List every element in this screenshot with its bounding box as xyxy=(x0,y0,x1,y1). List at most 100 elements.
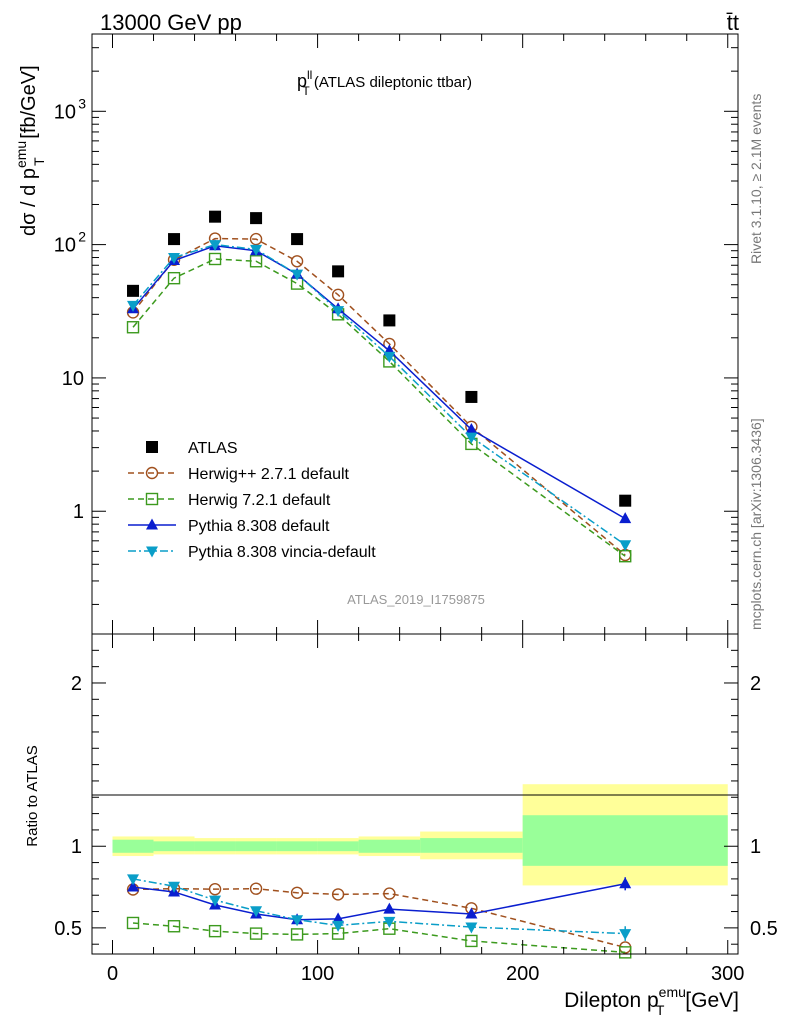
main-point-pythia xyxy=(619,512,632,524)
ratio-point-pythia xyxy=(127,880,140,892)
ratio-point-vincia xyxy=(209,895,222,907)
ratio-y-tick-label: 0.5 xyxy=(54,918,82,940)
main-y-tick-label-exponent: 2 xyxy=(78,229,86,245)
ratio-point-herwig721 xyxy=(619,946,632,959)
ratio-point-herwig721 xyxy=(290,928,304,941)
main-point-vincia xyxy=(168,253,181,265)
ratio-point-vincia xyxy=(465,922,478,934)
main-plot-title-subscript: T xyxy=(302,84,310,98)
ratio-band-inner xyxy=(276,841,318,852)
legend: ATLAS Herwig++ 2.7.1 default Herwig 7.2.1 … xyxy=(128,440,376,561)
main-point-data xyxy=(168,233,181,246)
ratio-point-vincia xyxy=(127,874,140,886)
legend-marker-herwig721 xyxy=(145,492,159,506)
ratio-band-inner xyxy=(358,839,421,853)
header-left-label: 13000 GeV pp xyxy=(100,10,242,35)
ratio-point-herwig271 xyxy=(383,887,396,900)
ratio-point-herwig271 xyxy=(249,882,263,895)
analysis-watermark: ATLAS_2019_I1759875 xyxy=(347,592,485,607)
ratio-point-pythia xyxy=(383,902,396,914)
ratio-series-herwig271 xyxy=(126,882,632,954)
main-plot-title-symbol: p xyxy=(297,71,307,91)
legend-marker-pythia xyxy=(146,518,158,530)
main-point-data xyxy=(209,210,222,223)
main-y-axis-label: dσ / d pemu T [fb/GeV] xyxy=(13,65,47,236)
main-point-vincia xyxy=(127,300,140,312)
x-tick-label: 300 xyxy=(711,963,744,985)
ratio-band-inner xyxy=(153,841,195,852)
rivet-version-label: Rivet 3.1.10, ≥ 2.1M events xyxy=(748,94,764,264)
main-line-herwig721 xyxy=(132,258,626,557)
main-point-vincia xyxy=(250,244,263,256)
ratio-point-herwig721 xyxy=(167,920,181,933)
ratio-point-pythia xyxy=(619,877,632,889)
main-plot-title-superscript: ll xyxy=(307,68,312,82)
ratio-point-vincia xyxy=(383,916,396,928)
ratio-line-vincia xyxy=(132,878,626,935)
main-point-data xyxy=(383,314,396,327)
main-point-data xyxy=(465,390,478,403)
ratio-point-vincia xyxy=(168,881,181,893)
ratio-series-layer xyxy=(126,874,632,959)
ratio-point-vincia xyxy=(619,929,632,941)
main-point-vincia xyxy=(619,540,632,552)
main-point-data xyxy=(291,233,304,246)
ratio-y-tick-label-right: 0.5 xyxy=(750,918,778,940)
legend-label-vincia: Pythia 8.308 vincia-default xyxy=(188,544,376,561)
legend-marker-herwig271 xyxy=(145,466,159,480)
main-y-axis-label-text: dσ / d p xyxy=(18,168,40,236)
main-point-vincia xyxy=(209,240,222,252)
main-y-axis-label-unit: [fb/GeV] xyxy=(18,65,40,144)
main-point-vincia xyxy=(332,306,345,318)
main-plot-title: pll T (ATLAS dileptonic ttbar) xyxy=(297,68,472,98)
x-axis-label-subscript: T xyxy=(656,1002,665,1018)
ratio-point-herwig271 xyxy=(331,888,345,901)
main-y-tick-label: 10 xyxy=(62,368,84,390)
ratio-band-inner xyxy=(420,838,523,853)
ratio-point-pythia xyxy=(332,912,345,924)
legend-marker-vincia xyxy=(146,546,158,558)
ratio-line-herwig721 xyxy=(132,922,626,954)
x-tick-label: 100 xyxy=(301,963,334,985)
ratio-y-tick-label-right: 1 xyxy=(750,836,761,858)
main-point-herwig271 xyxy=(290,255,304,268)
legend-label-data: ATLAS xyxy=(188,440,238,457)
main-point-herwig721 xyxy=(208,252,222,266)
main-series-herwig721 xyxy=(126,252,632,563)
legend-label-herwig271: Herwig++ 2.7.1 default xyxy=(188,466,350,483)
ratio-axis-ticks: 0 100 200 300 0.5 0.5 1 1 2 2 xyxy=(54,634,778,985)
x-axis-label-unit: [GeV] xyxy=(679,989,739,1012)
ratio-band-inner xyxy=(522,815,728,866)
main-point-data xyxy=(250,212,263,225)
x-tick-label: 0 xyxy=(107,963,118,985)
ratio-point-herwig721 xyxy=(465,934,478,948)
ratio-band-inner xyxy=(112,839,154,853)
ratio-y-axis-label: Ratio to ATLAS xyxy=(24,745,41,846)
ratio-point-herwig721 xyxy=(249,927,263,940)
main-plot-title-suffix: (ATLAS dileptonic ttbar) xyxy=(310,74,472,91)
main-point-vincia xyxy=(465,432,478,444)
main-point-herwig721 xyxy=(126,321,140,334)
ratio-band-inner xyxy=(317,841,359,852)
x-axis-label-text: Dilepton p xyxy=(564,989,659,1012)
ratio-panel: 0 100 200 300 0.5 0.5 1 1 2 2 Ratio to ATLAS Dile… xyxy=(24,633,778,1018)
ratio-series-herwig721 xyxy=(126,916,632,959)
main-y-tick-label: 1 xyxy=(73,501,84,523)
ratio-band-inner xyxy=(194,841,236,852)
main-point-pythia xyxy=(465,423,478,435)
main-y-axis-label-superscript: emu xyxy=(13,141,29,168)
ratio-uncertainty-bands xyxy=(112,784,728,886)
main-point-vincia xyxy=(291,269,304,281)
main-series-herwig271 xyxy=(126,232,632,562)
legend-label-pythia: Pythia 8.308 default xyxy=(188,518,330,535)
ratio-y-tick-label-right: 2 xyxy=(750,673,761,695)
main-y-axis-label-subscript: T xyxy=(31,157,47,166)
main-y-tick-label: 10 xyxy=(54,101,76,123)
ratio-point-herwig271 xyxy=(290,886,304,899)
ratio-line-herwig271 xyxy=(133,887,626,949)
main-point-herwig271 xyxy=(331,288,345,302)
main-series-layer xyxy=(126,210,632,563)
